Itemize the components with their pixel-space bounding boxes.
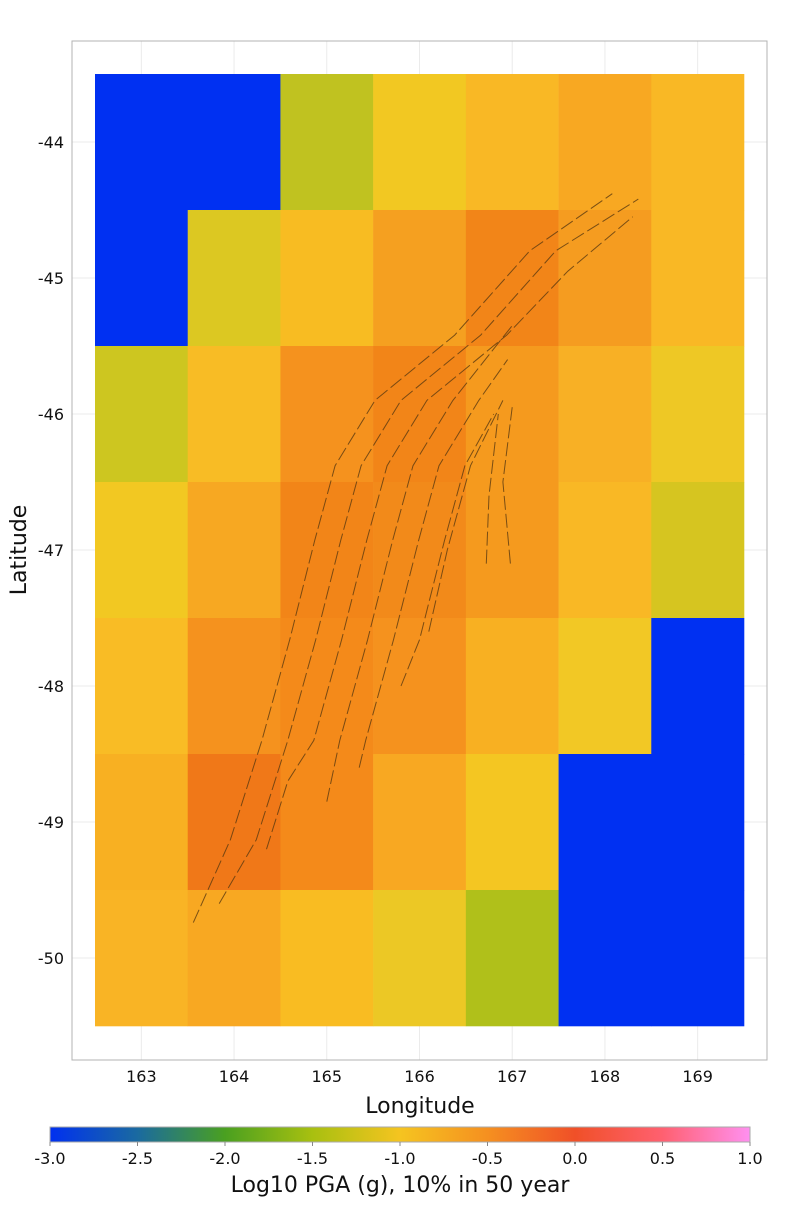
heatmap-cell <box>373 890 467 1027</box>
heatmap-cell <box>373 754 467 891</box>
colorbar-tick-label: 1.0 <box>737 1149 762 1168</box>
colorbar-tick-label: -0.5 <box>472 1149 503 1168</box>
heatmap-cell <box>558 482 652 619</box>
heatmap-cell <box>465 346 559 483</box>
y-tick-label: -46 <box>38 405 64 424</box>
heatmap-cell <box>373 210 467 347</box>
heatmap-cell <box>187 890 281 1027</box>
y-tick-label: -47 <box>38 541 64 560</box>
heatmap-cell <box>465 890 559 1027</box>
heatmap-cell <box>95 482 189 619</box>
x-tick-label: 163 <box>126 1067 157 1086</box>
heatmap-cell <box>373 482 467 619</box>
y-axis-title: Latitude <box>7 505 32 596</box>
heatmap-cell <box>651 74 745 211</box>
colorbar-ticks: -3.0 -2.5 -2.0 -1.5 -1.0 -0.5 0.0 0.5 1.0 <box>34 1142 763 1168</box>
colorbar-tick-label: -2.5 <box>122 1149 153 1168</box>
heatmap-cell <box>95 74 189 211</box>
x-tick-label: 169 <box>682 1067 713 1086</box>
heatmap-cells <box>95 74 745 1027</box>
heatmap-cell <box>558 210 652 347</box>
heatmap-cell <box>95 618 189 755</box>
heatmap-cell <box>465 754 559 891</box>
heatmap-cell <box>373 74 467 211</box>
heatmap-cell <box>280 74 374 211</box>
y-tick-label: -49 <box>38 813 64 832</box>
x-tick-label: 167 <box>497 1067 528 1086</box>
heatmap-cell <box>651 618 745 755</box>
y-tick-label: -44 <box>38 133 64 152</box>
fault-trace <box>502 407 513 564</box>
x-tick-label: 168 <box>590 1067 621 1086</box>
heatmap-cell <box>187 482 281 619</box>
x-axis-title: Longitude <box>365 1094 474 1119</box>
fault-trace <box>485 413 499 564</box>
heatmap-cell <box>465 618 559 755</box>
fault-trace <box>428 400 504 632</box>
heatmap-cell <box>95 890 189 1027</box>
fault-trace <box>192 193 613 923</box>
heatmap-cell <box>280 618 374 755</box>
heatmap-cell <box>95 754 189 891</box>
colorbar-tick-label: -1.5 <box>297 1149 328 1168</box>
fault-traces <box>192 193 639 923</box>
heatmap-cell <box>465 482 559 619</box>
y-axis-ticks: -44 -45 -46 -47 -48 -49 -50 <box>38 133 64 968</box>
heatmap-cell <box>558 890 652 1027</box>
heatmap-cell <box>95 346 189 483</box>
colorbar-tick-label: -1.0 <box>384 1149 415 1168</box>
x-tick-label: 166 <box>404 1067 435 1086</box>
fault-trace <box>326 325 513 802</box>
y-tick-label: -48 <box>38 677 64 696</box>
colorbar-tick-label: -2.0 <box>209 1149 240 1168</box>
heatmap-cell <box>187 618 281 755</box>
fault-trace <box>358 359 509 768</box>
heatmap-cell <box>373 346 467 483</box>
heatmap-cell <box>465 210 559 347</box>
y-tick-label: -45 <box>38 269 64 288</box>
heatmap-cell <box>187 210 281 347</box>
heatmap-cell <box>280 346 374 483</box>
x-tick-label: 164 <box>219 1067 250 1086</box>
heatmap-cell <box>651 210 745 347</box>
x-tick-label: 165 <box>312 1067 343 1086</box>
heatmap-cell <box>465 74 559 211</box>
heatmap-cell <box>651 482 745 619</box>
heatmap-cell <box>558 74 652 211</box>
heatmap-cell <box>558 618 652 755</box>
heatmap-cell <box>651 346 745 483</box>
heatmap-cell <box>651 754 745 891</box>
x-axis-ticks: 163 164 165 166 167 168 169 <box>126 1067 713 1086</box>
heatmap-cell <box>373 618 467 755</box>
colorbar-tick-label: 0.0 <box>562 1149 587 1168</box>
heatmap-cell <box>187 74 281 211</box>
heatmap-cell <box>651 890 745 1027</box>
heatmap-cell <box>558 346 652 483</box>
heatmap-cell <box>558 754 652 891</box>
fault-trace <box>266 216 634 850</box>
colorbar <box>49 1126 751 1143</box>
fault-trace <box>218 198 639 904</box>
heatmap-cell <box>187 346 281 483</box>
colorbar-title: Log10 PGA (g), 10% in 50 year <box>231 1173 571 1198</box>
plot-panel-border <box>71 40 768 1061</box>
y-tick-label: -50 <box>38 949 64 968</box>
colorbar-tick-label: 0.5 <box>650 1149 675 1168</box>
fault-trace <box>400 413 495 687</box>
heatmap-cell <box>280 210 374 347</box>
heatmap-cell <box>280 482 374 619</box>
heatmap-cell <box>280 890 374 1027</box>
heatmap-cell <box>280 754 374 891</box>
heatmap-cell <box>95 210 189 347</box>
heatmap-cell <box>187 754 281 891</box>
colorbar-tick-label: -3.0 <box>34 1149 65 1168</box>
